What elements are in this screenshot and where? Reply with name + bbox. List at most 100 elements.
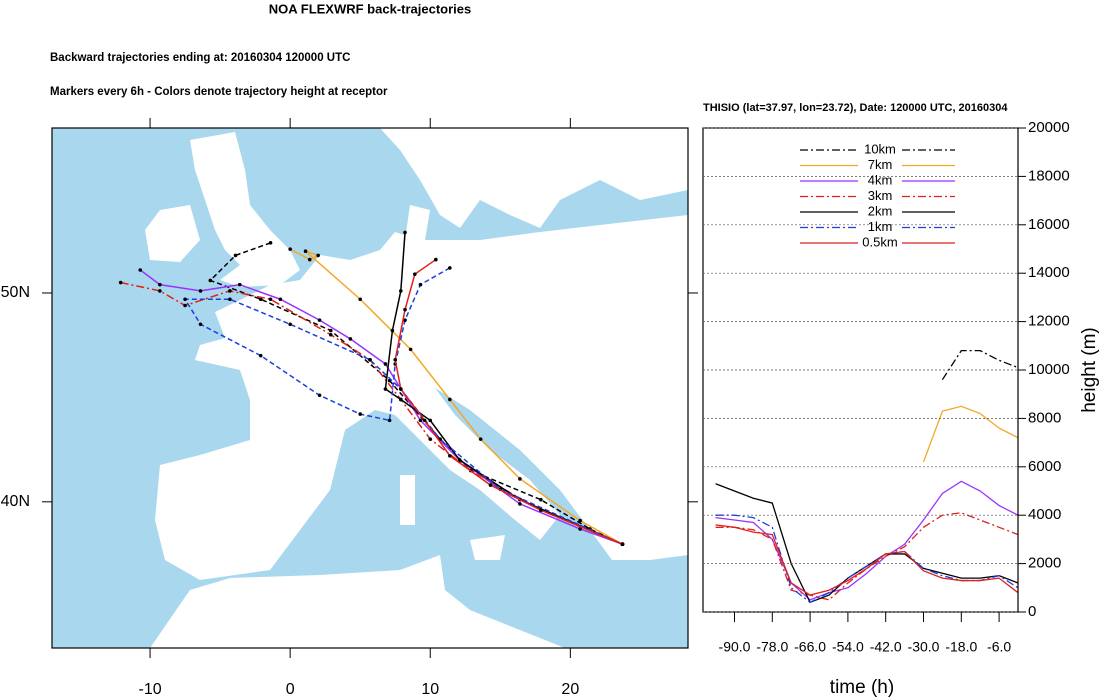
- marker: [237, 282, 242, 287]
- x-tick-label: -30.0: [908, 639, 940, 655]
- x-tick-label: -54.0: [832, 639, 864, 655]
- legend-label: 1km: [868, 219, 893, 234]
- marker: [620, 542, 625, 547]
- land: [400, 475, 415, 525]
- marker: [418, 282, 423, 287]
- figure-title: NOA FLEXWRF back-trajectories: [269, 1, 472, 16]
- marker: [403, 307, 407, 312]
- x-axis-label: time (h): [830, 677, 894, 698]
- land: [405, 205, 430, 240]
- trajectory: [394, 258, 623, 545]
- y-tick-label: 0: [1028, 603, 1036, 620]
- marker: [413, 272, 417, 276]
- land: [190, 132, 300, 287]
- marker: [539, 508, 543, 512]
- series-line: [715, 524, 1018, 596]
- marker: [578, 527, 582, 531]
- marker: [348, 337, 353, 341]
- marker: [518, 502, 522, 506]
- marker: [228, 289, 232, 293]
- x-tick-label: 20: [561, 681, 579, 698]
- y-axis-label: height (m): [1079, 327, 1100, 413]
- series-line: [715, 483, 1018, 604]
- height-plot: [715, 349, 1018, 604]
- marker: [408, 347, 413, 352]
- marker: [387, 418, 392, 423]
- marker: [518, 477, 522, 481]
- marker: [368, 358, 372, 362]
- x-tick-label: -66.0: [794, 639, 826, 655]
- marker: [488, 483, 493, 487]
- marker: [316, 253, 320, 258]
- marker: [303, 249, 308, 254]
- series-line: [715, 480, 1018, 601]
- series-line: [922, 405, 1018, 463]
- x-tick-label: -90.0: [719, 639, 751, 655]
- marker: [278, 297, 283, 302]
- marker: [138, 268, 143, 272]
- x-tick-label: -18.0: [945, 639, 977, 655]
- y-tick-label: 20000: [1028, 119, 1070, 136]
- y-tick-label: 16000: [1028, 216, 1070, 233]
- marker: [399, 289, 403, 293]
- marker: [383, 387, 388, 391]
- map-frame: [51, 127, 689, 649]
- y-tick-label: 14000: [1028, 264, 1070, 281]
- marker: [198, 322, 203, 327]
- subtitle: Backward trajectories ending at: 2016030…: [50, 52, 350, 64]
- x-tick-label: -78.0: [756, 639, 788, 655]
- marker: [258, 353, 263, 358]
- series-line: [715, 512, 1018, 601]
- marker: [228, 297, 232, 302]
- y-tick-label: 6000: [1028, 458, 1061, 475]
- x-tick-label: -42.0: [870, 639, 902, 655]
- y-tick-label: 40N: [1, 493, 30, 510]
- marker: [428, 418, 433, 423]
- marker: [328, 332, 333, 337]
- x-tick-label: 0: [286, 681, 295, 698]
- marker: [268, 297, 273, 302]
- marker: [358, 297, 362, 302]
- x-tick-label: -6.0: [987, 639, 1011, 655]
- marker: [183, 297, 187, 302]
- marker: [403, 318, 407, 322]
- marker: [208, 278, 213, 283]
- marker: [328, 328, 333, 333]
- y-tick-label: 10000: [1028, 361, 1070, 378]
- marker: [399, 397, 403, 402]
- land: [155, 215, 688, 580]
- marker: [578, 518, 582, 523]
- marker: [399, 387, 403, 391]
- land: [150, 555, 565, 648]
- marker: [317, 318, 322, 322]
- marker: [158, 282, 162, 287]
- trajectory: [120, 281, 623, 545]
- y-tick-label: 8000: [1028, 409, 1061, 426]
- series-line: [715, 514, 1018, 604]
- marker: [233, 253, 238, 258]
- series-line: [941, 349, 1018, 381]
- legend-label: 4km: [868, 172, 893, 187]
- marker: [422, 418, 427, 423]
- marker: [390, 328, 395, 333]
- y-tick-label: 18000: [1028, 167, 1070, 184]
- legend-label: 10km: [864, 141, 896, 156]
- marker: [434, 257, 438, 262]
- plot-title: THISIO (lat=37.97, lon=23.72), Date: 120…: [703, 102, 1008, 114]
- marker: [198, 289, 203, 293]
- marker: [448, 266, 452, 270]
- marker: [317, 393, 322, 398]
- y-tick-label: 4000: [1028, 506, 1061, 523]
- x-tick-label: -10: [138, 681, 161, 698]
- land: [380, 128, 688, 228]
- legend-label: 3km: [868, 188, 893, 203]
- marker: [158, 289, 162, 293]
- land: [145, 205, 200, 262]
- subtitle: Markers every 6h - Colors denote traject…: [50, 86, 388, 98]
- legend-label: 0.5km: [862, 234, 897, 249]
- marker: [393, 358, 398, 362]
- y-tick-label: 12000: [1028, 313, 1070, 330]
- trajectories: [118, 230, 625, 547]
- land: [470, 535, 505, 560]
